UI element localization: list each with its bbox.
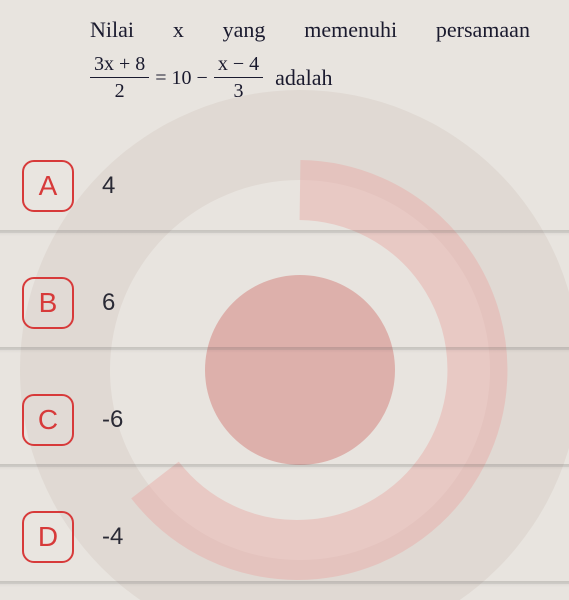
equation-middle: = 10 − (155, 62, 208, 94)
option-badge: C (22, 394, 74, 446)
option-c[interactable]: C -6 (0, 376, 569, 467)
question-line1: Nilai x yang memenuhi persamaan (90, 12, 530, 47)
fraction-denominator: 3 (233, 78, 243, 102)
option-value: 4 (102, 172, 115, 200)
option-letter: B (39, 287, 58, 319)
q-word: x (173, 12, 184, 47)
option-value: 6 (102, 289, 115, 317)
option-a[interactable]: A 4 (0, 142, 569, 233)
q-word: persamaan (436, 12, 530, 47)
options-list: A 4 B 6 C -6 D -4 (0, 142, 569, 584)
q-word: memenuhi (304, 12, 397, 47)
fraction-denominator: 2 (115, 78, 125, 102)
option-d[interactable]: D -4 (0, 493, 569, 584)
question-stem: Nilai x yang memenuhi persamaan 3x + 8 2… (0, 0, 569, 122)
option-value: -6 (102, 406, 123, 434)
option-letter: C (38, 404, 58, 436)
option-badge: D (22, 511, 74, 563)
option-b[interactable]: B 6 (0, 259, 569, 350)
q-word: yang (223, 12, 266, 47)
option-value: -4 (102, 523, 123, 551)
option-badge: A (22, 160, 74, 212)
fraction-numerator: x − 4 (214, 53, 263, 78)
fraction-left: 3x + 8 2 (90, 53, 149, 102)
option-badge: B (22, 277, 74, 329)
option-letter: A (39, 170, 58, 202)
fraction-numerator: 3x + 8 (90, 53, 149, 78)
q-word: Nilai (90, 12, 134, 47)
question-equation: 3x + 8 2 = 10 − x − 4 3 adalah (90, 53, 549, 102)
fraction-right: x − 4 3 (214, 53, 263, 102)
option-letter: D (38, 521, 58, 553)
question-trailing-word: adalah (275, 60, 332, 95)
